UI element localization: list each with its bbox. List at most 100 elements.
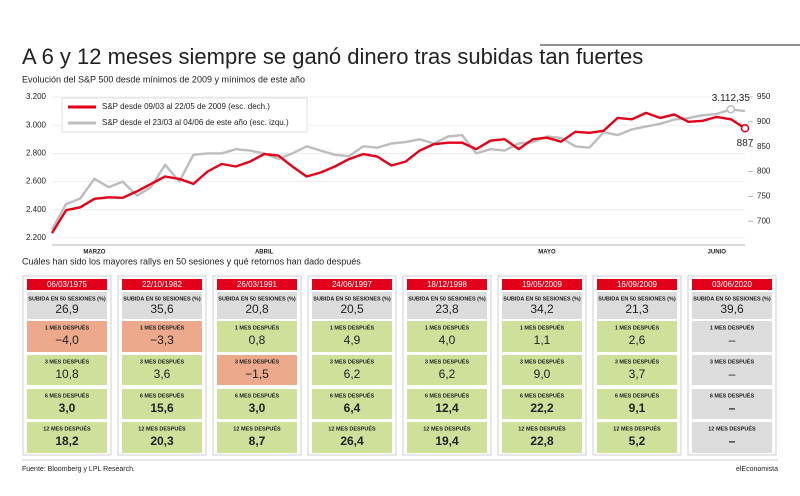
cell bbox=[502, 422, 582, 453]
row-label: SUBIDA EN 50 SESIONES (%) bbox=[218, 296, 296, 302]
card-date: 16/09/2009 bbox=[617, 280, 658, 289]
cell-value: 12,4 bbox=[435, 401, 459, 415]
legend-label: S&P desde el 23/03 al 04/06 de este año … bbox=[102, 118, 289, 127]
cell-value: 3,0 bbox=[249, 401, 266, 415]
row-label: 3 MES DESPUÉS bbox=[330, 357, 375, 365]
cell bbox=[27, 355, 107, 385]
y2-tick-label: 700 bbox=[757, 216, 771, 225]
card-header bbox=[407, 279, 487, 290]
row-label: 6 MES DESPUÉS bbox=[710, 391, 755, 399]
cell-value: 26,9 bbox=[55, 302, 79, 316]
cell bbox=[407, 321, 487, 352]
card-date: 22/10/1982 bbox=[142, 280, 183, 289]
cell-value: – bbox=[729, 367, 736, 381]
cell-value: 34,2 bbox=[530, 302, 554, 316]
row-label: 3 MES DESPUÉS bbox=[140, 357, 185, 365]
cell bbox=[692, 292, 772, 319]
cell-value: 20,3 bbox=[150, 434, 174, 448]
cell-value: – bbox=[729, 333, 736, 347]
cell-value: 19,4 bbox=[435, 434, 459, 448]
cell bbox=[502, 355, 582, 385]
cell bbox=[27, 389, 107, 419]
row-label: SUBIDA EN 50 SESIONES (%) bbox=[503, 296, 581, 302]
card-header bbox=[597, 279, 677, 290]
cell bbox=[692, 321, 772, 352]
cell-value: 0,8 bbox=[249, 333, 266, 347]
cell bbox=[312, 422, 392, 453]
cell-value: 22,2 bbox=[530, 401, 554, 415]
cell bbox=[27, 422, 107, 453]
value-label: 887 bbox=[737, 138, 754, 149]
cell bbox=[217, 292, 297, 319]
card-date: 03/06/2020 bbox=[712, 280, 753, 289]
series-line bbox=[50, 108, 746, 231]
row-label: 3 MES DESPUÉS bbox=[615, 357, 660, 365]
cell-value: 6,2 bbox=[439, 367, 456, 381]
cell-value: 6,2 bbox=[344, 367, 361, 381]
card-date: 18/12/1998 bbox=[427, 280, 468, 289]
y2-tick-label: 900 bbox=[757, 117, 771, 126]
card-date: 24/06/1997 bbox=[332, 280, 373, 289]
value-label: 3.112,35 bbox=[712, 93, 751, 104]
row-label: 6 MES DESPUÉS bbox=[45, 391, 90, 399]
x-tick-label: MARZO bbox=[83, 250, 105, 256]
cell bbox=[502, 321, 582, 352]
row-label: 6 MES DESPUÉS bbox=[615, 391, 660, 399]
cell bbox=[597, 422, 677, 453]
cell bbox=[122, 292, 202, 319]
y-tick-label: 3.000 bbox=[26, 120, 47, 129]
cell-value: −3,3 bbox=[150, 333, 174, 347]
cell-value: 20,8 bbox=[245, 302, 269, 316]
cell bbox=[692, 355, 772, 385]
cell-value: 22,8 bbox=[530, 434, 554, 448]
row-label: 1 MES DESPUÉS bbox=[330, 323, 375, 331]
cell-value: 3,0 bbox=[59, 401, 76, 415]
y-tick-label: 2.400 bbox=[26, 205, 47, 214]
cell-value: 20,5 bbox=[340, 302, 364, 316]
card-header bbox=[502, 279, 582, 290]
cell-value: 26,4 bbox=[340, 434, 364, 448]
cell-value: 6,4 bbox=[344, 401, 361, 415]
row-label: SUBIDA EN 50 SESIONES (%) bbox=[693, 296, 771, 302]
legend-box bbox=[61, 97, 308, 133]
row-label: 6 MES DESPUÉS bbox=[330, 391, 375, 399]
cell bbox=[217, 355, 297, 385]
row-label: 1 MES DESPUÉS bbox=[140, 323, 185, 331]
cell-value: 3,7 bbox=[629, 367, 646, 381]
cell-value: – bbox=[729, 401, 736, 415]
cell-value: 21,3 bbox=[625, 302, 649, 316]
cell-value: 4,9 bbox=[344, 333, 361, 347]
row-label: 6 MES DESPUÉS bbox=[235, 391, 280, 399]
card-header bbox=[217, 279, 297, 290]
table-title: Cuáles han sido los mayores rallys en 50… bbox=[22, 256, 361, 266]
row-label: SUBIDA EN 50 SESIONES (%) bbox=[598, 296, 676, 302]
cell-value: −4,0 bbox=[55, 333, 79, 347]
cell bbox=[407, 422, 487, 453]
cell bbox=[597, 292, 677, 319]
row-label: 1 MES DESPUÉS bbox=[235, 323, 280, 331]
cell-value: 1,1 bbox=[534, 333, 551, 347]
row-label: SUBIDA EN 50 SESIONES (%) bbox=[123, 296, 201, 302]
cell bbox=[502, 389, 582, 419]
cell-value: 10,8 bbox=[55, 367, 79, 381]
cell bbox=[692, 422, 772, 453]
row-label: SUBIDA EN 50 SESIONES (%) bbox=[28, 296, 106, 302]
cell bbox=[597, 355, 677, 385]
card-header bbox=[692, 279, 772, 290]
end-point bbox=[726, 105, 736, 114]
cell bbox=[122, 389, 202, 419]
cell bbox=[27, 321, 107, 352]
cell-value: 15,6 bbox=[150, 401, 174, 415]
row-label: 6 MES DESPUÉS bbox=[140, 391, 185, 399]
cell-value: 18,2 bbox=[55, 434, 79, 448]
cell-value: −1,5 bbox=[245, 367, 269, 381]
row-label: 12 MES DESPUÉS bbox=[708, 424, 756, 432]
cell bbox=[312, 389, 392, 419]
chart-title: A 6 y 12 meses siempre se ganó dinero tr… bbox=[22, 44, 643, 69]
row-label: SUBIDA EN 50 SESIONES (%) bbox=[408, 296, 486, 302]
cell-value: 23,8 bbox=[435, 302, 459, 316]
row-label: 12 MES DESPUÉS bbox=[328, 424, 376, 432]
cell bbox=[502, 292, 582, 319]
row-label: 12 MES DESPUÉS bbox=[43, 424, 91, 432]
